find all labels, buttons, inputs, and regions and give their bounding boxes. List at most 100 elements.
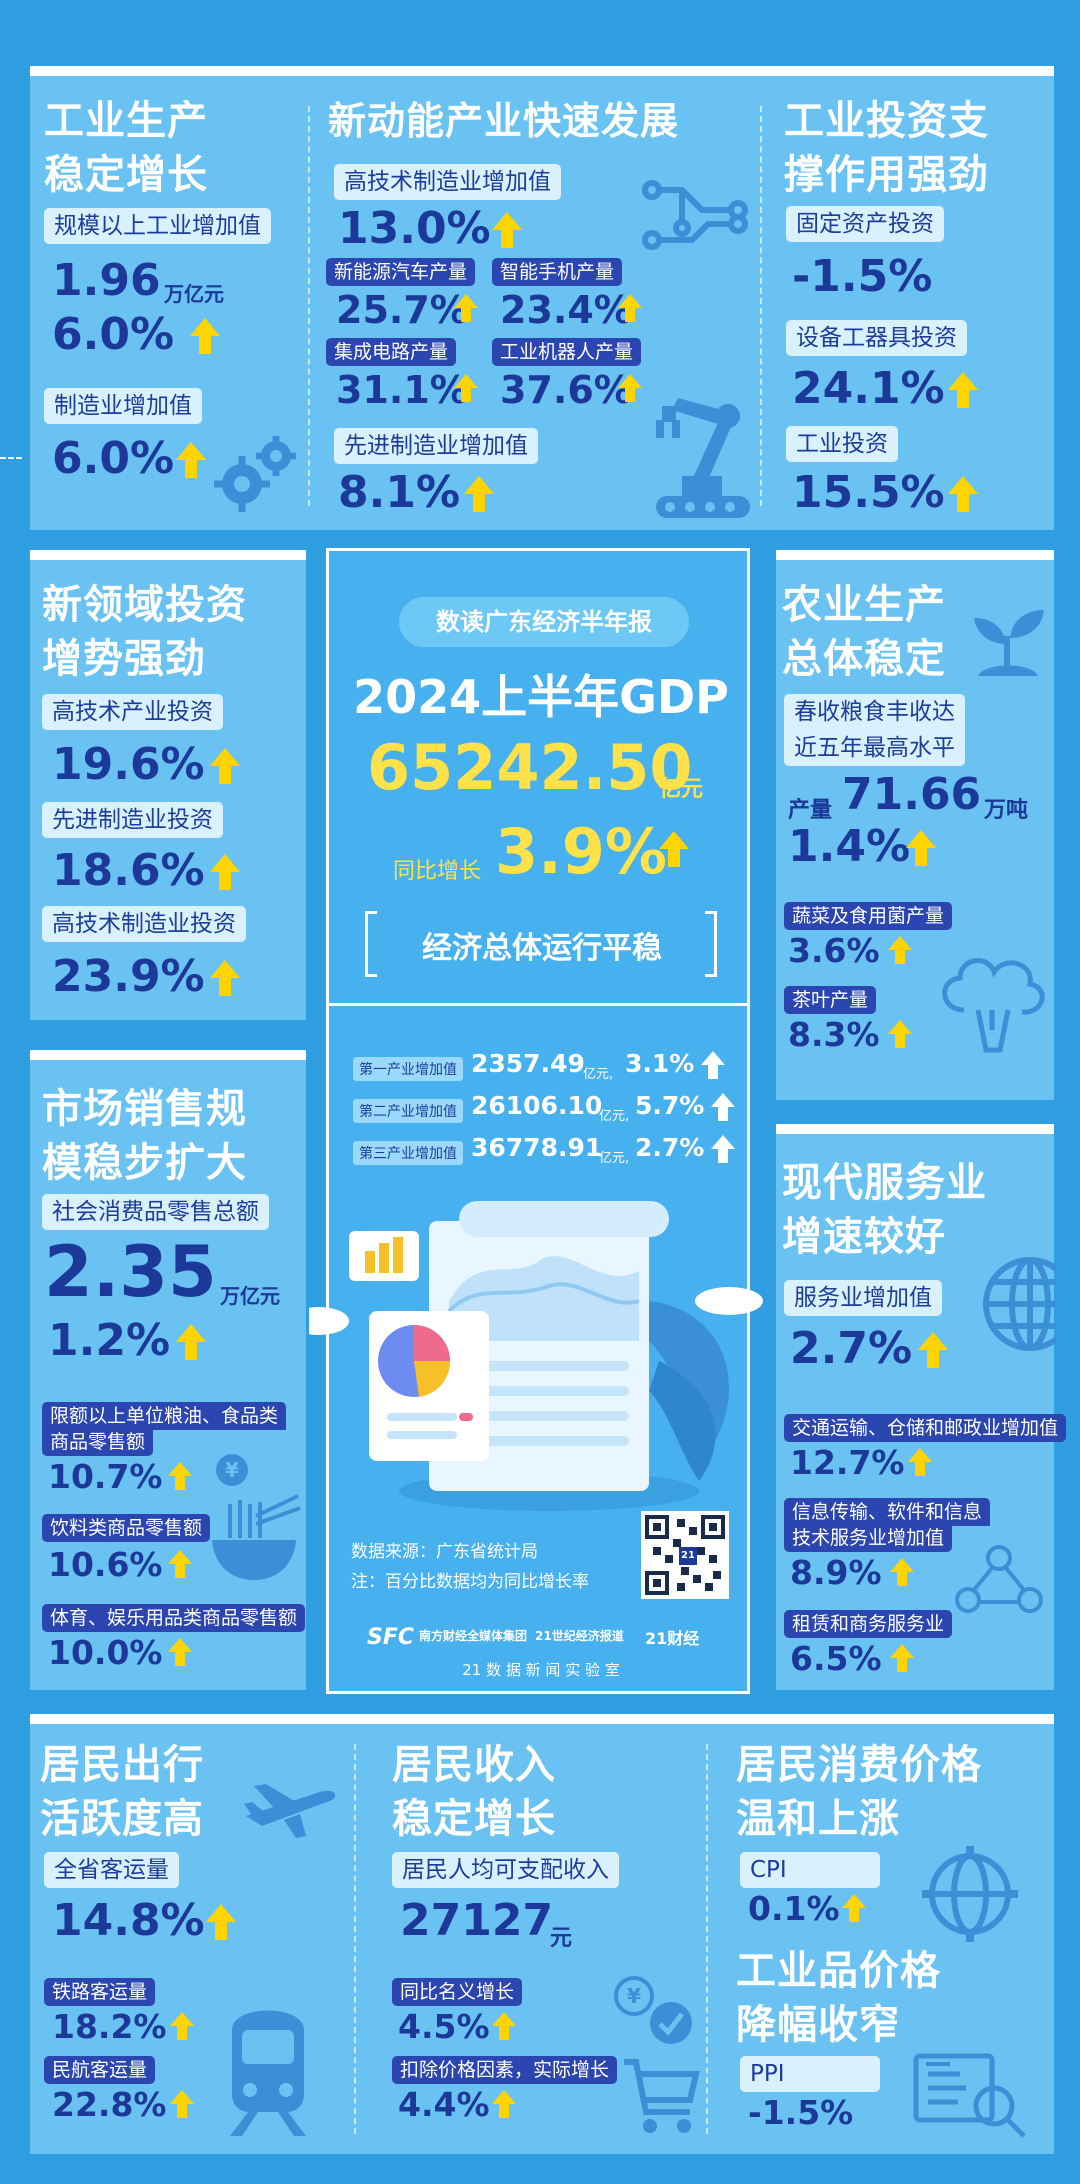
agriculture-grain-label-line1: 春收粮食丰收达 [784, 694, 965, 730]
retail-total-label: 社会消费品零售总额 [42, 1194, 269, 1230]
divider [354, 1744, 356, 2134]
investment-fixed-label: 固定资产投资 [786, 206, 944, 242]
sfc-logo: SFC [367, 1625, 415, 1650]
broccoli-icon [934, 950, 1050, 1054]
gdp-growth-value: 3.9% [495, 815, 667, 888]
new-field-panel: 新领域投资 增势强劲 高技术产业投资 19.6% 先进制造业投资 18.6% 高… [30, 550, 306, 1020]
agriculture-title-line1: 农业生产 [782, 582, 946, 628]
investment-equip-label: 设备工器具投资 [786, 320, 967, 356]
prices-ind-title-line2: 降幅收窄 [736, 2002, 900, 2048]
new-energy-ic-label: 集成电路产量 [326, 338, 457, 366]
summary-bracket-right [705, 911, 717, 977]
income-nominal-value: 4.5% [398, 2007, 490, 2046]
shopping-cart-icon [620, 2054, 700, 2138]
sector-row-value: 26106.10 [471, 1091, 603, 1120]
industry-item2-label: 制造业增加值 [44, 388, 202, 424]
new-energy-robot-value: 37.6% [500, 368, 632, 412]
up-arrow-icon [176, 1324, 206, 1360]
divider [706, 1744, 708, 2134]
center-summary-card: 数读广东经济半年报 2024上半年GDP 65242.50 亿元 同比增长 3.… [289, 548, 763, 1694]
services-trans-label: 交通运输、仓储和邮政业增加值 [784, 1414, 1067, 1442]
agriculture-tea-label: 茶叶产量 [784, 986, 877, 1014]
gear-icon [210, 426, 300, 516]
retail-sport-label: 体育、娱乐用品类商品零售额 [42, 1604, 306, 1632]
retail-total-growth: 1.2% [48, 1315, 171, 1366]
circuit-icon [642, 170, 752, 266]
summary-text: 经济总体运行平稳 [422, 931, 662, 966]
agriculture-veg-value: 3.6% [788, 931, 880, 970]
agriculture-output-label: 产量 [788, 798, 833, 823]
agriculture-tea-value: 8.3% [788, 1015, 880, 1054]
new-field-hmfg-label: 高技术制造业投资 [42, 906, 246, 942]
new-energy-nev-value: 25.7% [336, 288, 468, 332]
new-energy-robot-label: 工业机器人产量 [492, 338, 642, 366]
train-icon [218, 1990, 318, 2140]
investment-equip-value: 24.1% [792, 363, 945, 414]
up-arrow-icon [948, 372, 978, 408]
21-century-logo: 21世纪经济报道 [535, 1629, 624, 1643]
services-it-value: 8.9% [790, 1553, 882, 1592]
services-trans-value: 12.7% [790, 1443, 905, 1482]
up-arrow-icon [906, 830, 936, 866]
new-energy-phone-value: 23.4% [500, 288, 632, 332]
panel-top-bar [776, 1124, 1054, 1134]
income-real-value: 4.4% [398, 2085, 490, 2124]
investment-ind-label: 工业投资 [786, 426, 898, 462]
up-arrow-icon [918, 1332, 948, 1368]
new-energy-nev-label: 新能源汽车产量 [326, 258, 476, 286]
yen-icon: ¥ [216, 1454, 248, 1486]
gdp-title: 2024上半年GDP [353, 670, 729, 724]
agriculture-title-line2: 总体稳定 [782, 636, 946, 682]
check-icon [648, 2000, 694, 2046]
services-lease-value: 6.5% [790, 1639, 882, 1678]
services-svc-label: 服务业增加值 [784, 1280, 942, 1316]
up-arrow-icon [492, 212, 522, 248]
up-arrow-icon [170, 2012, 194, 2040]
21cj-logo: 21财经 [645, 1629, 700, 1648]
sector-row-label: 第一产业增加值 [353, 1057, 463, 1081]
gdp-unit: 亿元 [659, 777, 704, 802]
retail-panel: 市场销售规 模稳步扩大 社会消费品零售总额 2.35 万亿元 1.2% 限额以上… [30, 1050, 306, 1690]
industry-item2-value: 6.0% [52, 433, 175, 484]
summary-bracket-left [365, 911, 377, 977]
up-arrow-icon [210, 960, 240, 996]
prices-cpi-label: CPI [740, 1852, 880, 1888]
left-dotted-line [0, 457, 22, 459]
retail-grain-value: 10.7% [48, 1457, 163, 1496]
report-document-illustration [289, 1191, 769, 1521]
up-arrow-icon [701, 1051, 725, 1079]
up-arrow-icon [206, 1904, 236, 1940]
travel-air-label: 民航客运量 [44, 2056, 156, 2084]
top-panel: 工业生产 稳定增长 规模以上工业增加值 1.96 万亿元 6.0% 制造业增加值… [30, 66, 1054, 530]
sector-row-growth: 5.7% [635, 1091, 705, 1120]
up-arrow-icon [711, 1093, 735, 1121]
income-per-value: 27127 [400, 1895, 554, 1946]
travel-total-value: 14.8% [52, 1895, 205, 1946]
report-magnifier-icon [910, 2046, 1030, 2146]
new-field-hitech-label: 高技术产业投资 [42, 694, 223, 730]
up-arrow-icon [842, 1894, 866, 1922]
travel-air-value: 22.8% [52, 2085, 167, 2124]
up-arrow-icon [618, 374, 642, 402]
retail-grain-label-line1: 限额以上单位粮油、食品类 [42, 1402, 287, 1430]
sector-row-unit: 亿元, [599, 1151, 630, 1166]
services-it-label-line2: 技术服务业增加值 [784, 1524, 953, 1552]
gdp-value: 65242.50 [367, 731, 693, 804]
up-arrow-icon [492, 2012, 516, 2040]
qr-code: 21 [641, 1511, 729, 1599]
industry-item1-value: 1.96 [52, 255, 161, 306]
services-it-label-line1: 信息传输、软件和信息 [784, 1498, 991, 1526]
data-source: 数据来源：广东省统计局 [351, 1542, 538, 1562]
agriculture-output-unit: 万吨 [984, 798, 1029, 823]
income-title-line2: 稳定增长 [392, 1796, 556, 1842]
globe-icon [980, 1254, 1077, 1354]
retail-title-line2: 模稳步扩大 [42, 1140, 247, 1186]
new-field-adv-label: 先进制造业投资 [42, 802, 223, 838]
retail-drink-label: 饮料类商品零售额 [42, 1514, 211, 1542]
travel-rail-value: 18.2% [52, 2007, 167, 2046]
up-arrow-icon [659, 831, 693, 873]
prices-title-line1: 居民消费价格 [736, 1742, 982, 1788]
travel-total-label: 全省客运量 [44, 1852, 179, 1888]
up-arrow-icon [170, 2090, 194, 2118]
data-note: 注：百分比数据均为同比增长率 [351, 1572, 589, 1592]
